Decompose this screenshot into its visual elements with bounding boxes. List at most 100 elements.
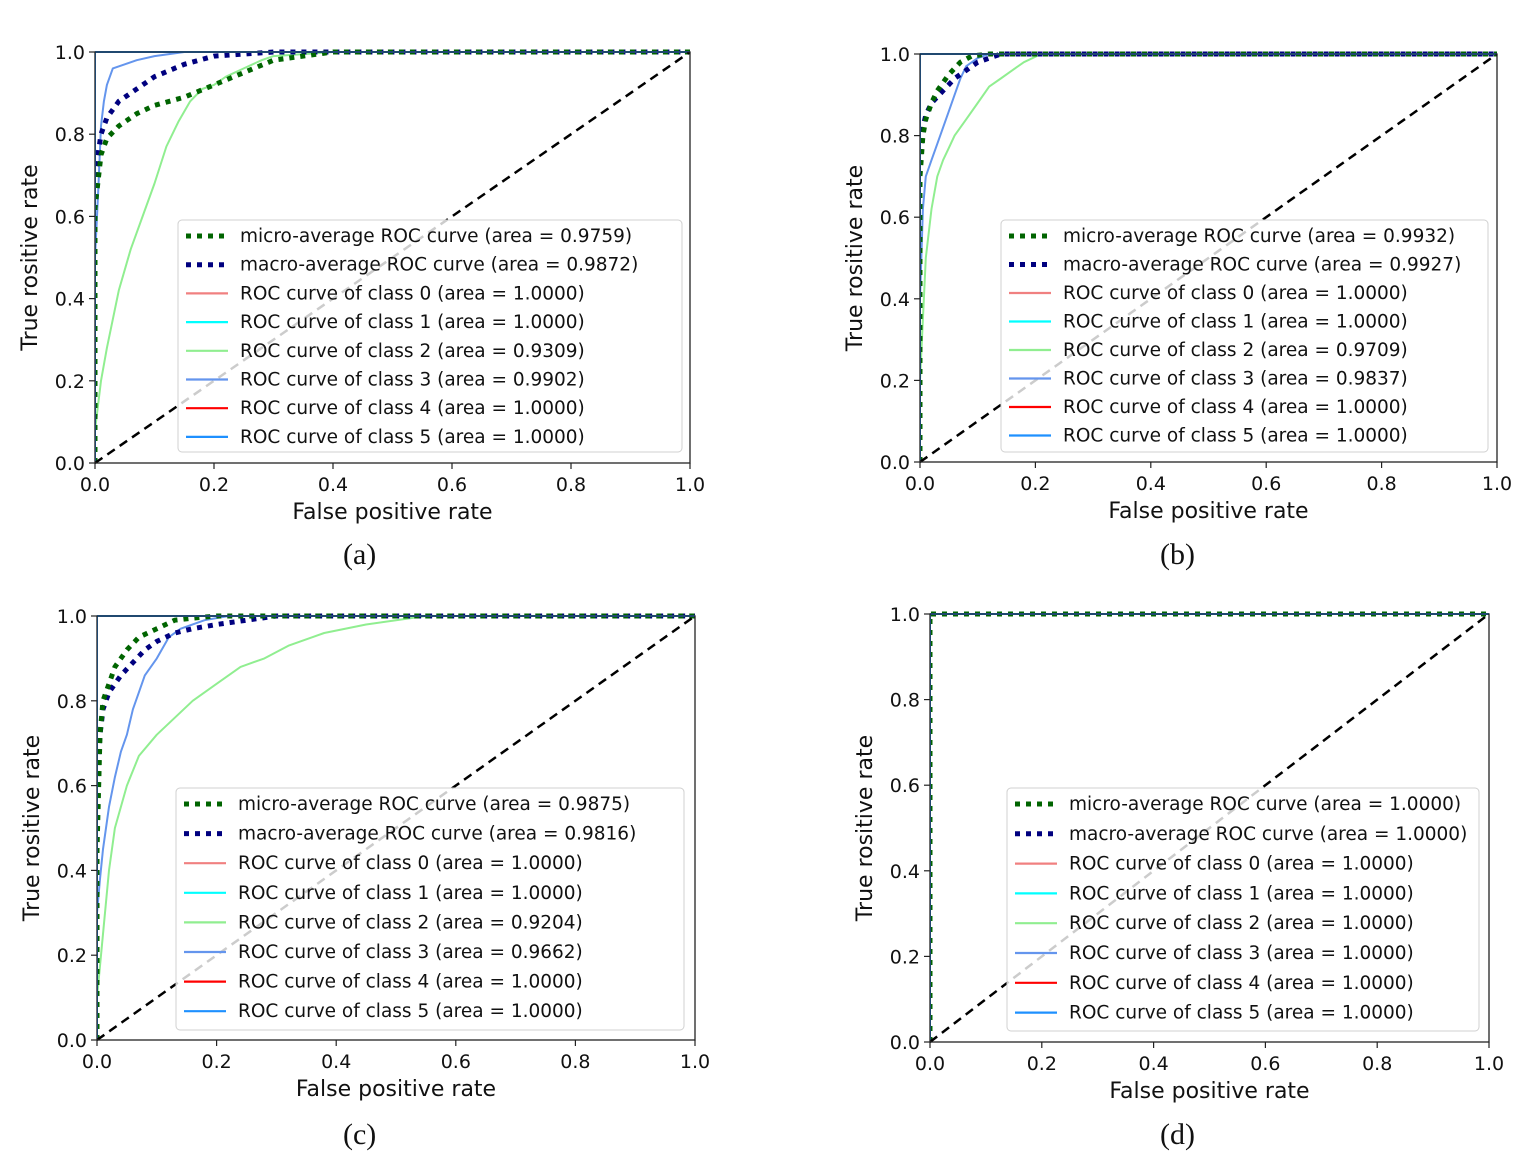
- legend-entry-class2: ROC curve of class 2 (area = 0.9204): [238, 912, 583, 933]
- legend-entry-class2: ROC curve of class 2 (area = 0.9309): [240, 341, 585, 362]
- y-tick-label: 1.0: [880, 44, 910, 66]
- roc-curve-micro: [920, 51, 1497, 462]
- x-tick-label: 1.0: [1474, 1053, 1504, 1075]
- y-tick-label: 0.4: [880, 289, 910, 311]
- legend-entry-macro: macro-average ROC curve (area = 1.0000): [1069, 824, 1467, 845]
- x-tick-label: 0.2: [201, 1051, 231, 1073]
- legend-entry-class3: ROC curve of class 3 (area = 1.0000): [1069, 943, 1414, 964]
- legend-entry-class5: ROC curve of class 5 (area = 1.0000): [240, 427, 585, 448]
- legend-box: [177, 219, 683, 453]
- legend-entry-class0: ROC curve of class 0 (area = 1.0000): [238, 853, 583, 874]
- legend-entry-class0: ROC curve of class 0 (area = 1.0000): [1063, 283, 1408, 304]
- y-tick-label: 0.8: [890, 690, 920, 712]
- x-tick-label: 1.0: [675, 474, 705, 496]
- x-axis-label: False positive rate: [292, 500, 492, 525]
- plot-frame: [929, 613, 1490, 1043]
- y-tick-label: 0.0: [57, 1030, 87, 1052]
- x-tick-label: 0.8: [560, 1051, 590, 1073]
- roc-chart-b: 0.0 0.2 0.4 0.6 0.8 1.0 0.0 0.2 0.4 0.6 0.8 1.0 Fals…: [843, 44, 1512, 524]
- legend-entry-class1: ROC curve of class 1 (area = 1.0000): [1069, 883, 1414, 904]
- y-tick-label: 0.4: [890, 861, 920, 883]
- legend-entry-class0: ROC curve of class 0 (area = 1.0000): [1069, 854, 1414, 875]
- x-axis-label: False positive rate: [1108, 499, 1308, 524]
- legend-entry-class5: ROC curve of class 5 (area = 1.0000): [1063, 426, 1408, 447]
- legend-entry-class3: ROC curve of class 3 (area = 0.9662): [238, 942, 583, 963]
- x-axis-label: False positive rate: [1109, 1079, 1309, 1104]
- legend-entry-class4: ROC curve of class 4 (area = 1.0000): [238, 972, 583, 993]
- y-tick-label: 1.0: [890, 604, 920, 626]
- x-tick-label: 0.6: [437, 474, 467, 496]
- roc-panel-a: 0.0 0.2 0.4 0.6 0.8 1.0 0.0 0.2 0.4 0.6 0.8 1.0 Fals…: [0, 0, 760, 540]
- y-tick-label: 0.0: [890, 1032, 920, 1054]
- y-tick-label: 0.2: [55, 371, 85, 393]
- x-tick-label: 0.2: [1020, 473, 1050, 495]
- legend-entry-class1: ROC curve of class 1 (area = 1.0000): [240, 312, 585, 333]
- legend: micro-average ROC curve (area = 1.0000) m…: [1006, 787, 1480, 1032]
- legend-entry-class4: ROC curve of class 4 (area = 1.0000): [240, 398, 585, 419]
- caption-a: (a): [343, 538, 377, 571]
- plot-frame: [919, 53, 1498, 463]
- x-tick-label: 0.8: [1366, 473, 1396, 495]
- legend-entry-micro: micro-average ROC curve (area = 1.0000): [1069, 794, 1461, 815]
- legend-entry-class0: ROC curve of class 0 (area = 1.0000): [240, 283, 585, 304]
- y-tick-label: 0.6: [55, 206, 85, 228]
- plot-frame: [94, 51, 691, 464]
- legend: micro-average ROC curve (area = 0.9932) m…: [1000, 219, 1489, 453]
- x-axis-label: False positive rate: [296, 1077, 496, 1102]
- legend-box: [1006, 787, 1480, 1032]
- x-tick-label: 0.4: [1138, 1053, 1168, 1075]
- legend-entry-macro: macro-average ROC curve (area = 0.9816): [238, 824, 636, 845]
- x-tick-label: 0.6: [1251, 473, 1281, 495]
- y-tick-label: 0.6: [890, 775, 920, 797]
- legend-entry-class4: ROC curve of class 4 (area = 1.0000): [1063, 397, 1408, 418]
- y-tick-label: 1.0: [57, 606, 87, 628]
- legend: micro-average ROC curve (area = 0.9875) m…: [175, 787, 685, 1031]
- legend-entry-micro: micro-average ROC curve (area = 0.9759): [240, 226, 632, 247]
- roc-panel-c: 0.0 0.2 0.4 0.6 0.8 1.0 0.0 0.2 0.4 0.6 0.8 1.0 Fals…: [0, 0, 760, 1172]
- roc-curve-class2: [920, 53, 1497, 462]
- roc-curve-class2: [97, 615, 695, 1040]
- x-tick-label: 0.4: [318, 474, 348, 496]
- y-tick-label: 0.2: [57, 945, 87, 967]
- x-tick-label: 0.4: [321, 1051, 351, 1073]
- x-tick-label: 0.0: [82, 1051, 112, 1073]
- x-tick-label: 0.0: [915, 1053, 945, 1075]
- x-tick-label: 0.4: [1136, 473, 1166, 495]
- roc-curve-class3: [920, 53, 1497, 462]
- y-axis-label: True rositive rate: [18, 164, 43, 351]
- x-tick-label: 0.6: [441, 1051, 471, 1073]
- plot-frame: [96, 615, 696, 1041]
- y-axis-label: True rositive rate: [853, 735, 878, 922]
- y-tick-label: 0.8: [55, 124, 85, 146]
- y-axis-label: True rositive rate: [20, 735, 45, 922]
- roc-curve-macro: [920, 51, 1497, 462]
- y-tick-label: 0.0: [880, 452, 910, 474]
- roc-chart-c: 0.0 0.2 0.4 0.6 0.8 1.0 0.0 0.2 0.4 0.6 0.8 1.0 Fals…: [20, 606, 710, 1102]
- x-tick-label: 0.0: [80, 474, 110, 496]
- x-tick-label: 0.8: [556, 474, 586, 496]
- y-tick-label: 1.0: [55, 42, 85, 64]
- legend-entry-class4: ROC curve of class 4 (area = 1.0000): [1069, 973, 1414, 994]
- caption-c: (c): [343, 1118, 377, 1151]
- y-tick-label: 0.2: [880, 370, 910, 392]
- legend-entry-macro: macro-average ROC curve (area = 0.9872): [240, 255, 638, 276]
- y-tick-label: 0.0: [55, 453, 85, 475]
- y-tick-label: 0.8: [57, 691, 87, 713]
- y-tick-label: 0.8: [880, 126, 910, 148]
- legend-entry-class2: ROC curve of class 2 (area = 1.0000): [1069, 913, 1414, 934]
- x-tick-label: 0.0: [905, 473, 935, 495]
- legend-entry-macro: macro-average ROC curve (area = 0.9927): [1063, 255, 1461, 276]
- roc-chart-a: 0.0 0.2 0.4 0.6 0.8 1.0 0.0 0.2 0.4 0.6 0.8 1.0 Fals…: [18, 42, 705, 525]
- roc-curve-class2: [95, 51, 690, 463]
- legend-entry-class1: ROC curve of class 1 (area = 1.0000): [238, 883, 583, 904]
- y-tick-label: 0.6: [880, 207, 910, 229]
- y-tick-label: 0.2: [890, 946, 920, 968]
- legend-entry-class5: ROC curve of class 5 (area = 1.0000): [1069, 1003, 1414, 1024]
- x-tick-label: 0.2: [1027, 1053, 1057, 1075]
- legend-entry-class3: ROC curve of class 3 (area = 0.9837): [1063, 369, 1408, 390]
- legend-entry-class5: ROC curve of class 5 (area = 1.0000): [238, 1001, 583, 1022]
- roc-curve-class3: [97, 615, 695, 1040]
- legend-box: [175, 787, 685, 1031]
